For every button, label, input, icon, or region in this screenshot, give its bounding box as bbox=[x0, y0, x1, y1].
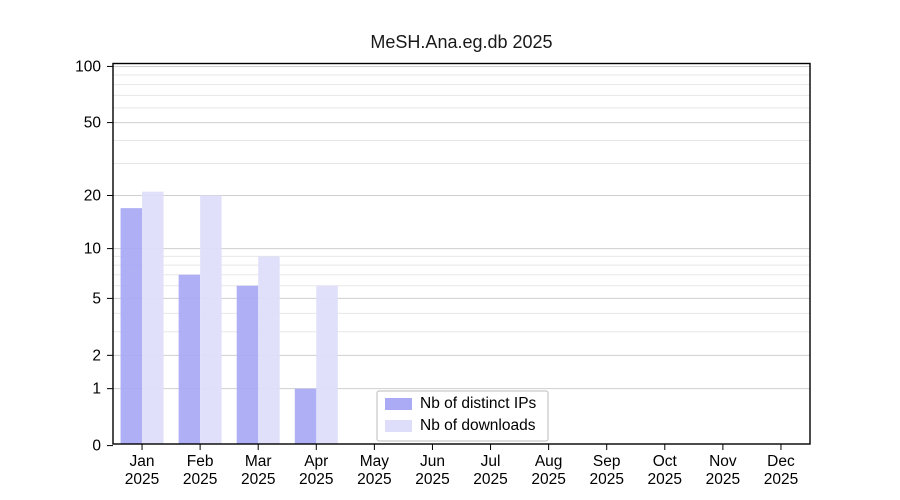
svg-text:Feb: Feb bbox=[187, 453, 214, 470]
svg-text:2025: 2025 bbox=[183, 471, 217, 488]
svg-text:1: 1 bbox=[92, 381, 101, 398]
svg-text:2: 2 bbox=[92, 347, 101, 364]
svg-text:May: May bbox=[360, 453, 390, 470]
svg-text:5: 5 bbox=[92, 290, 101, 307]
svg-text:2025: 2025 bbox=[764, 471, 798, 488]
svg-text:Nov: Nov bbox=[709, 453, 737, 470]
svg-text:2025: 2025 bbox=[589, 471, 623, 488]
svg-text:2025: 2025 bbox=[125, 471, 159, 488]
svg-text:Oct: Oct bbox=[653, 453, 678, 470]
svg-text:2025: 2025 bbox=[531, 471, 565, 488]
svg-text:2025: 2025 bbox=[706, 471, 740, 488]
svg-text:Jan: Jan bbox=[130, 453, 155, 470]
svg-text:2025: 2025 bbox=[299, 471, 333, 488]
svg-text:Apr: Apr bbox=[304, 453, 328, 470]
svg-text:Nb of downloads: Nb of downloads bbox=[420, 417, 536, 434]
svg-text:2025: 2025 bbox=[357, 471, 391, 488]
svg-text:Dec: Dec bbox=[767, 453, 795, 470]
svg-text:2025: 2025 bbox=[241, 471, 275, 488]
svg-text:2025: 2025 bbox=[473, 471, 507, 488]
svg-text:10: 10 bbox=[84, 241, 102, 258]
svg-text:Jun: Jun bbox=[420, 453, 445, 470]
svg-text:0: 0 bbox=[92, 438, 101, 455]
svg-text:2025: 2025 bbox=[648, 471, 682, 488]
svg-text:2025: 2025 bbox=[415, 471, 449, 488]
svg-text:Mar: Mar bbox=[245, 453, 272, 470]
svg-text:Nb of distinct IPs: Nb of distinct IPs bbox=[420, 395, 537, 412]
svg-text:Jul: Jul bbox=[481, 453, 501, 470]
svg-text:100: 100 bbox=[75, 58, 101, 75]
svg-text:Aug: Aug bbox=[535, 453, 563, 470]
svg-text:Sep: Sep bbox=[593, 453, 621, 470]
svg-text:20: 20 bbox=[84, 187, 102, 204]
svg-text:50: 50 bbox=[84, 115, 102, 132]
